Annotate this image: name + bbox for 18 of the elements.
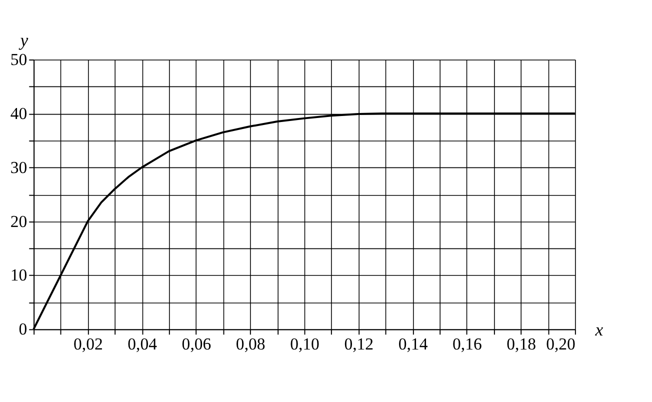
x-tick-label: 0,20: [546, 334, 576, 354]
y-tick-label: 0: [18, 320, 28, 339]
x-tick-label: 0,02: [74, 334, 103, 354]
y-axis-title: y: [18, 30, 28, 50]
y-tick-label: 40: [10, 104, 28, 123]
x-tick-label: 0,12: [344, 334, 374, 354]
x-tick-label: 0,06: [182, 334, 212, 354]
y-tick-label: 20: [10, 212, 28, 231]
x-tick-label: 0,14: [398, 334, 428, 354]
x-tick-label: 0,18: [506, 334, 536, 354]
x-tick-label: 0,16: [452, 334, 482, 354]
y-tick-label: 30: [10, 158, 28, 177]
y-tick-label: 50: [10, 50, 28, 69]
x-axis-title: x: [594, 320, 604, 340]
y-tick-label: 10: [10, 266, 28, 285]
x-tick-label: 0,08: [236, 334, 266, 354]
x-tick-label: 0,10: [290, 334, 320, 354]
x-tick-label: 0,04: [128, 334, 158, 354]
